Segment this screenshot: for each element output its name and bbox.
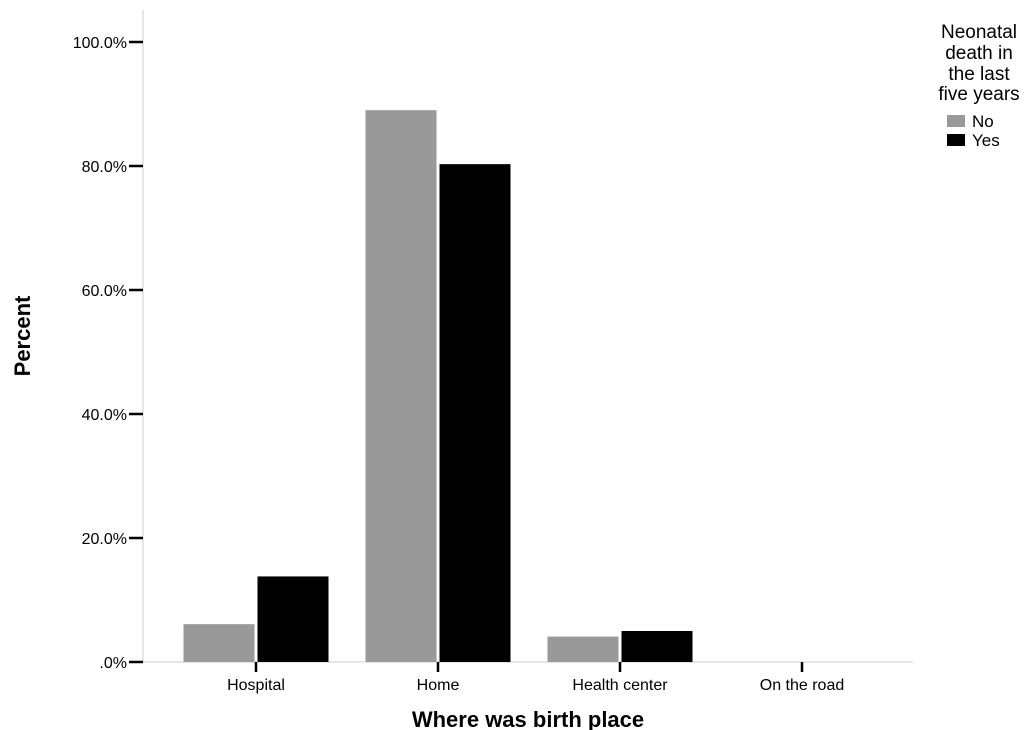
legend-title-line-4: five years [938, 84, 1019, 105]
y-tick-label: 60.0% [82, 283, 127, 300]
legend-title-line-3: the last [948, 64, 1010, 85]
legend-label-yes: Yes [972, 131, 1000, 150]
legend-title-line-2: death in [945, 43, 1013, 64]
legend-swatch-yes [947, 134, 965, 146]
x-tick-label: Health center [572, 677, 668, 694]
bar-yes-hospital [257, 576, 329, 662]
y-tick-label: 80.0% [82, 159, 127, 176]
x-axis-title: Where was birth place [412, 707, 644, 730]
legend-title-line-1: Neonatal [941, 22, 1017, 43]
y-tick-label: .0% [99, 655, 127, 672]
bar-no-home [365, 110, 437, 662]
bar-no-health-center [547, 636, 619, 662]
legend-label-no: No [972, 112, 994, 131]
legend: Neonatal death in the last five years No… [938, 22, 1019, 150]
legend-swatch-no [947, 115, 965, 127]
y-tick-label: 100.0% [73, 35, 127, 52]
bar-yes-health-center [621, 631, 693, 662]
x-axis-ticks: Hospital Home Health center On the road [227, 662, 844, 694]
y-axis-ticks: .0% 20.0% 40.0% 60.0% 80.0% 100.0% [73, 35, 143, 672]
y-tick-label: 40.0% [82, 407, 127, 424]
x-tick-label: Home [417, 677, 460, 694]
bar-group [183, 110, 693, 662]
y-tick-label: 20.0% [82, 531, 127, 548]
bar-yes-home [439, 164, 511, 662]
x-tick-label: Hospital [227, 677, 285, 694]
y-axis-title: Percent [10, 295, 35, 376]
bar-no-hospital [183, 624, 255, 662]
x-tick-label: On the road [760, 677, 845, 694]
